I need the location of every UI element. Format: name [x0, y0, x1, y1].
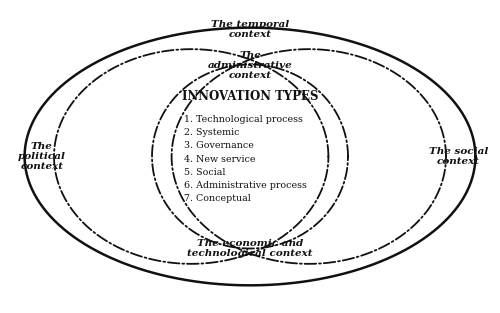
Text: INNOVATION TYPES: INNOVATION TYPES: [182, 90, 318, 103]
Text: The
administrative
context: The administrative context: [208, 51, 292, 80]
Text: The economic and
technological context: The economic and technological context: [187, 239, 313, 258]
Text: The social
context: The social context: [428, 147, 488, 166]
Text: The temporal
context: The temporal context: [211, 20, 289, 39]
Text: The
political
context: The political context: [18, 141, 66, 172]
Text: 1. Technological process
2. Systemic
3. Governance
4. New service
5. Social
6. A: 1. Technological process 2. Systemic 3. …: [184, 115, 306, 203]
